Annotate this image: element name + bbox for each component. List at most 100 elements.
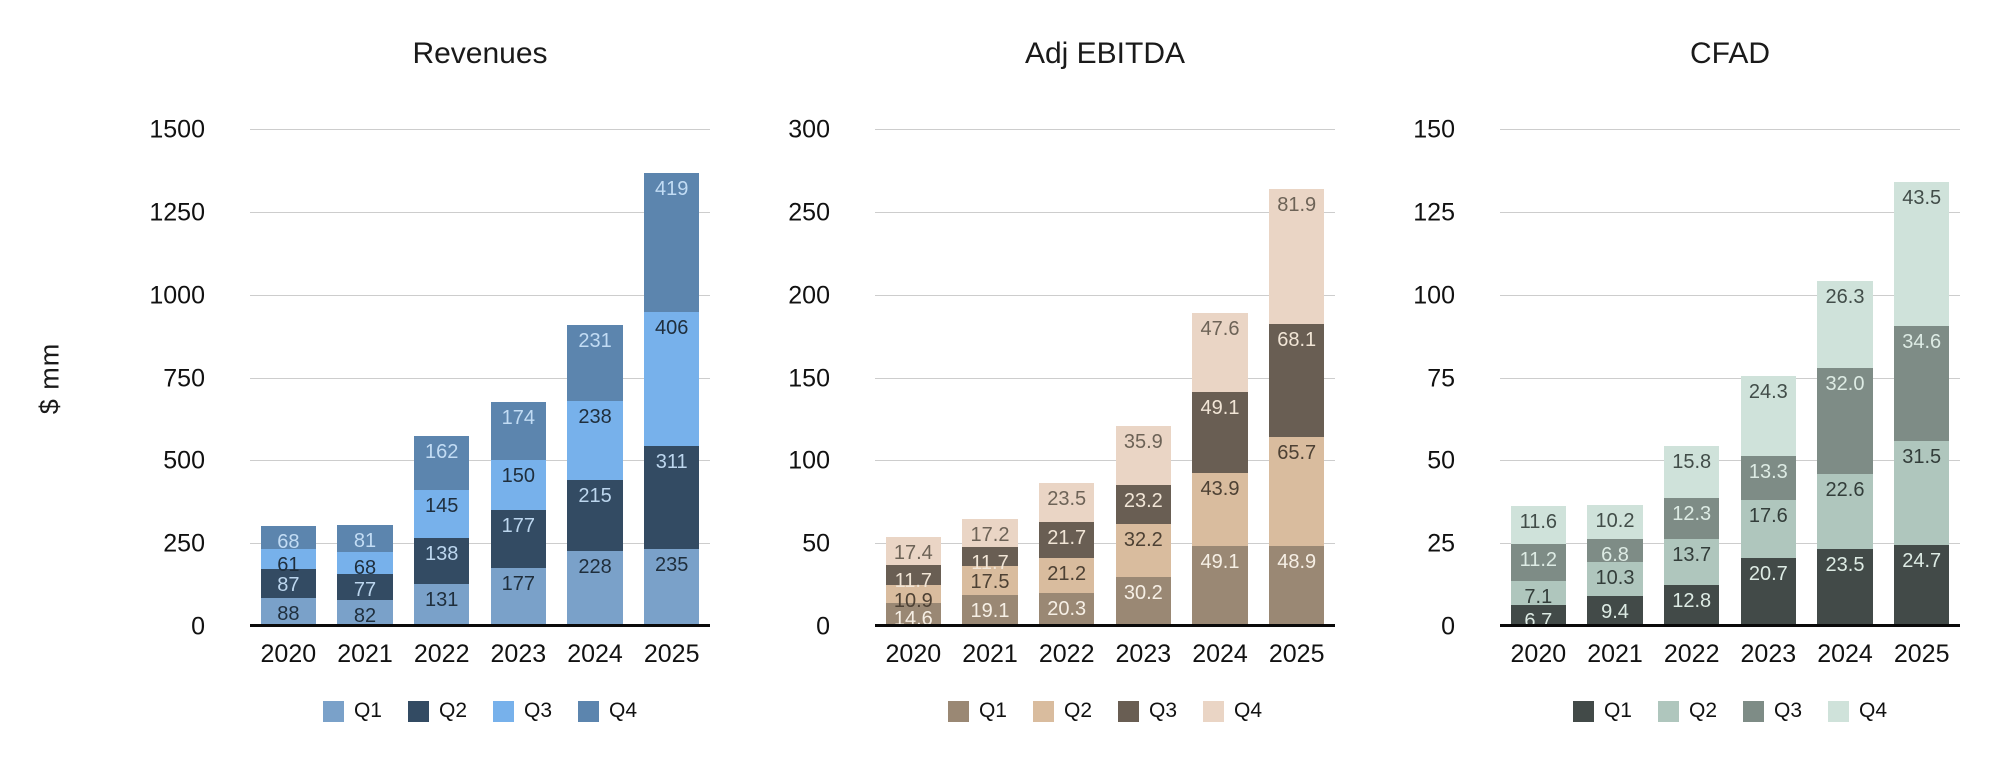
chart-title: CFAD (1689, 37, 1770, 70)
gridline (875, 377, 1335, 379)
x-tick-label: 2025 (643, 640, 700, 668)
bar-segment-q4: 68 (260, 526, 316, 553)
bar-segment-q1: 19.1 (962, 595, 1018, 627)
bar-value-label: 68 (353, 556, 377, 579)
x-tick-label: 2023 (490, 640, 547, 668)
bar-segment-q4: 81.9 (1269, 188, 1325, 325)
bar-value-label: 34.6 (1902, 331, 1942, 354)
bar-value-label: 17.5 (970, 571, 1010, 594)
gridline (875, 460, 1335, 462)
gridline (1500, 294, 1960, 296)
y-tick-label: 0 (191, 612, 205, 641)
bar-segment-q3: 12.3 (1664, 498, 1720, 540)
bar-group: 235 311 406 419 (633, 130, 710, 627)
bar-segment-q4: 47.6 (1192, 312, 1248, 392)
x-tick-label: 2023 (1115, 640, 1172, 668)
legend-label: Q2 (1063, 699, 1092, 722)
bar-value-label: 77 (353, 579, 377, 602)
stacked-bar: 20.3 21.2 21.7 23.5 (1039, 130, 1095, 627)
y-axis-labels: 0 250 500 750 1000 1250 1500 (100, 117, 250, 639)
bar-segment-q3: 238 (567, 401, 623, 481)
bar-segment-q2: 215 (567, 480, 623, 552)
legend-swatch-q3 (493, 700, 514, 722)
bar-value-label: 21.7 (1047, 527, 1087, 550)
bar-value-label: 68 (277, 531, 300, 554)
bar-value-label: 30.2 (1123, 581, 1163, 604)
bar-value-label: 65.7 (1277, 442, 1317, 465)
stacked-bar: 228 215 238 231 (567, 130, 623, 627)
bar-segment-q3: 68.1 (1269, 324, 1325, 438)
bar-value-label: 419 (655, 177, 689, 200)
x-tick-label: 2020 (260, 640, 317, 668)
stacked-bar: 48.9 65.7 68.1 81.9 (1269, 130, 1325, 627)
bar-segment-q2: 65.7 (1269, 437, 1325, 546)
chart-body: 0 250 500 750 1000 1250 1500 88 87 61 68 82 77 68 81 1… (100, 117, 725, 639)
legend-swatch-q1 (1572, 700, 1594, 722)
bar-segment-q2: 32.2 (1115, 523, 1171, 577)
x-tick-label: 2022 (1663, 640, 1720, 668)
bar-value-label: 23.5 (1825, 554, 1865, 577)
bar-segment-q1: 131 (414, 583, 470, 627)
y-tick-label: 0 (1441, 612, 1455, 641)
bar-segment-q2: 17.6 (1740, 500, 1796, 559)
bar-group: 14.6 10.9 11.7 17.4 (875, 130, 952, 630)
y-axis-unit-strip: $ mm (0, 130, 100, 627)
bar-segment-q3: 68 (337, 551, 393, 579)
bar-value-label: 177 (501, 514, 536, 537)
x-tick-label: 2023 (1740, 640, 1797, 668)
bar-segment-q2: 13.7 (1664, 539, 1720, 585)
charts-row: Revenues 0 250 500 750 1000 1250 1500 88 87 61 68… (100, 0, 1975, 723)
bar-segment-q3: 34.6 (1894, 326, 1950, 441)
legend-item-q4: Q4 (1203, 699, 1262, 723)
bar-value-label: 88 (277, 602, 300, 625)
y-tick-label: 150 (1413, 115, 1455, 144)
bar-group: 88 87 61 68 (250, 130, 327, 627)
y-tick-label: 150 (788, 364, 830, 392)
bar-segment-q2: 177 (490, 509, 546, 569)
legend-label: Q1 (353, 699, 382, 722)
bar-group: 82 77 68 81 (327, 130, 404, 627)
legend-swatch-q2 (1657, 700, 1679, 722)
bar-segment-q1: 82 (337, 599, 393, 627)
bar-segment-q3: 32.0 (1817, 368, 1873, 475)
y-tick-label: 50 (802, 529, 830, 558)
bar-value-label: 9.4 (1601, 600, 1629, 623)
bar-segment-q4: 11.6 (1510, 505, 1566, 545)
bar-segment-q4: 43.5 (1894, 182, 1950, 327)
y-tick-label: 75 (1427, 364, 1455, 392)
stacked-bar: 9.4 10.3 6.8 10.2 (1587, 130, 1643, 627)
legend-item-q1: Q1 (322, 699, 382, 723)
stacked-bar: 88 87 61 68 (260, 130, 316, 627)
bar-value-label: 177 (501, 573, 536, 596)
bar-group: 19.1 17.5 11.7 17.2 (952, 130, 1029, 627)
legend-label: Q3 (1774, 699, 1803, 722)
x-axis-labels: 2020 2021 2022 2023 2024 2025 (250, 639, 710, 669)
bar-segment-q4: 23.5 (1039, 483, 1095, 523)
legend-item-q3: Q3 (493, 699, 552, 723)
stacked-bar: 6.7 7.1 11.2 11.6 (1510, 130, 1566, 632)
stacked-bar: 30.2 32.2 23.2 35.9 (1115, 130, 1171, 627)
x-tick-label: 2025 (1893, 640, 1950, 668)
stacked-bar: 82 77 68 81 (337, 130, 393, 627)
bar-value-label: 10.9 (893, 589, 933, 612)
bar-group: 30.2 32.2 23.2 35.9 (1105, 130, 1182, 627)
chart-title: Revenues (412, 37, 548, 70)
bar-value-label: 13.7 (1672, 544, 1712, 567)
legend: Q1 Q2 Q3 Q4 (875, 699, 1335, 723)
bar-value-label: 19.1 (970, 600, 1010, 623)
legend-swatch-q1 (947, 700, 969, 722)
legend-swatch-q2 (407, 700, 429, 722)
y-tick-label: 25 (1427, 529, 1455, 558)
stacked-bar: 235 311 406 419 (644, 130, 700, 627)
bar-segment-q4: 162 (414, 436, 470, 490)
chart-panel-adj-ebitda: Adj EBITDA 0 50 100 150 200 250 300 14.6 10.9 11… (725, 0, 1350, 723)
gridline (250, 543, 710, 545)
bar-segment-q4: 174 (490, 402, 546, 461)
bar-value-label: 24.7 (1902, 550, 1942, 573)
bar-value-label: 17.2 (970, 523, 1010, 546)
bar-segment-q4: 24.3 (1740, 375, 1796, 457)
bar-value-label: 10.2 (1595, 510, 1635, 533)
bar-segment-q3: 49.1 (1192, 391, 1248, 473)
bar-value-label: 406 (655, 316, 689, 339)
